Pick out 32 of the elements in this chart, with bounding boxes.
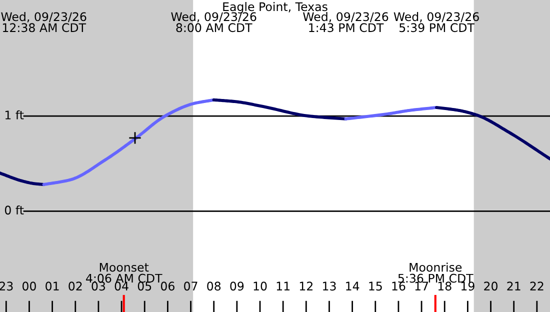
y-tick-label: 0 ft [4, 205, 24, 215]
x-tick-label: 02 [68, 282, 82, 291]
x-tick-label: 19 [461, 282, 474, 291]
x-tick-label: 16 [392, 282, 406, 291]
x-tick-label: 22 [530, 282, 544, 290]
x-tick-label: 08 [207, 282, 221, 291]
x-tick-label: 12 [300, 282, 312, 290]
x-tick-label: 00 [22, 282, 36, 291]
x-tick-label: 06 [160, 282, 174, 291]
x-tick-label: 11 [276, 282, 290, 290]
x-tick-label: 20 [484, 282, 498, 291]
x-tick-label: 17 [415, 282, 428, 290]
x-tick-label: 14 [346, 282, 360, 290]
x-tick-label: 04 [114, 282, 128, 291]
ref-line-label: Moonset 4:06 AM CDT [86, 262, 162, 283]
annotation: Wed, 09/23/26 12:38 AM CDT [1, 12, 86, 32]
annotation: Wed, 09/23/26 5:39 PM CDT [394, 12, 479, 32]
annotation: Wed, 09/23/26 8:00 AM CDT [171, 12, 256, 32]
x-tick-label: 09 [230, 282, 244, 291]
ref-line-label: Moonrise 5:36 PM CDT [398, 262, 474, 283]
x-tick-label: 15 [369, 282, 382, 291]
x-tick-label: 21 [507, 282, 520, 290]
x-tick-label: 07 [184, 282, 198, 291]
x-tick-label: 23 [0, 282, 13, 291]
x-tick-label: 05 [138, 282, 152, 291]
x-tick-label: 10 [254, 282, 267, 291]
x-tick-label: 01 [46, 282, 59, 291]
y-tick-label: 1 ft [5, 110, 24, 120]
annotation: Wed, 09/23/26 1:43 PM CDT [303, 12, 388, 32]
x-tick-label: 13 [323, 282, 336, 291]
x-tick-label: 18 [438, 282, 452, 291]
chart-title: Eagle Point, Texas [223, 2, 328, 14]
